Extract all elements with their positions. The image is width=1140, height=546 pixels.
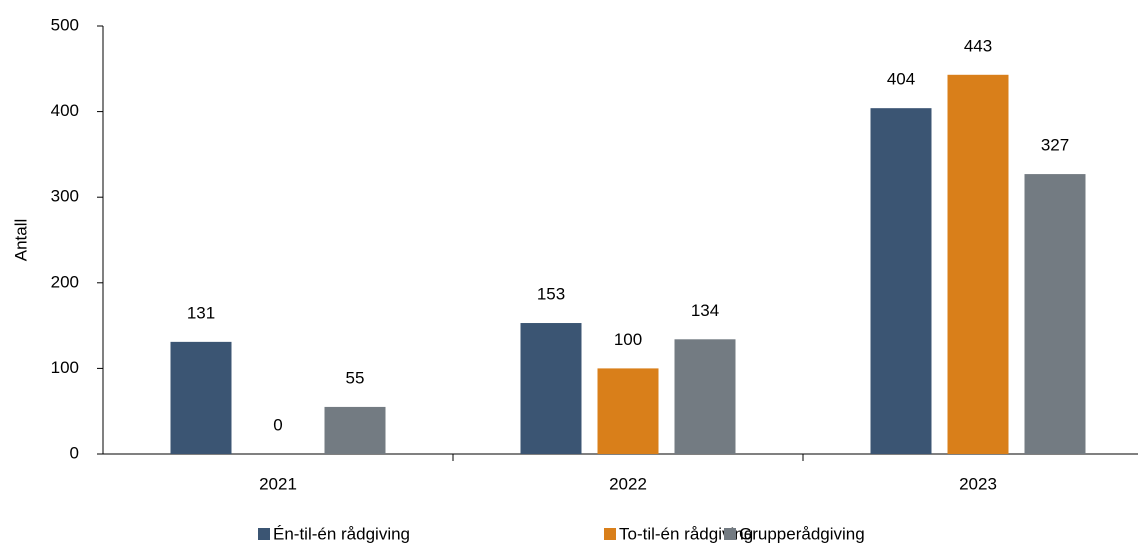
bar [324,406,386,454]
value-label: 327 [1041,136,1069,155]
value-label: 131 [187,303,215,322]
x-tick-label: 2023 [959,474,997,493]
value-label: 55 [346,368,365,387]
bar [870,108,932,455]
legend-swatch [724,528,736,540]
bar [1024,174,1086,454]
legend-swatch [258,528,270,540]
y-tick-label: 500 [51,15,79,34]
value-label: 443 [964,36,992,55]
value-label: 0 [273,415,282,434]
value-label: 404 [887,70,915,89]
y-tick-label: 100 [51,358,79,377]
legend-swatch [604,528,616,540]
x-tick-label: 2022 [609,474,647,493]
bar [520,323,582,454]
value-label: 134 [691,301,719,320]
bar [597,368,659,454]
legend-label: Grupperådgiving [739,524,865,543]
y-tick-label: 400 [51,101,79,120]
y-axis-title: Antall [11,219,30,262]
x-tick-label: 2021 [259,474,297,493]
bar [947,74,1009,455]
bar [170,341,232,454]
legend-label: To-til-én rådgiving [619,524,753,543]
value-label: 100 [614,330,642,349]
y-tick-label: 200 [51,272,79,291]
value-label: 153 [537,285,565,304]
y-tick-label: 0 [70,443,79,462]
legend-label: Én-til-én rådgiving [273,524,410,543]
bar [674,339,736,454]
y-tick-label: 300 [51,187,79,206]
